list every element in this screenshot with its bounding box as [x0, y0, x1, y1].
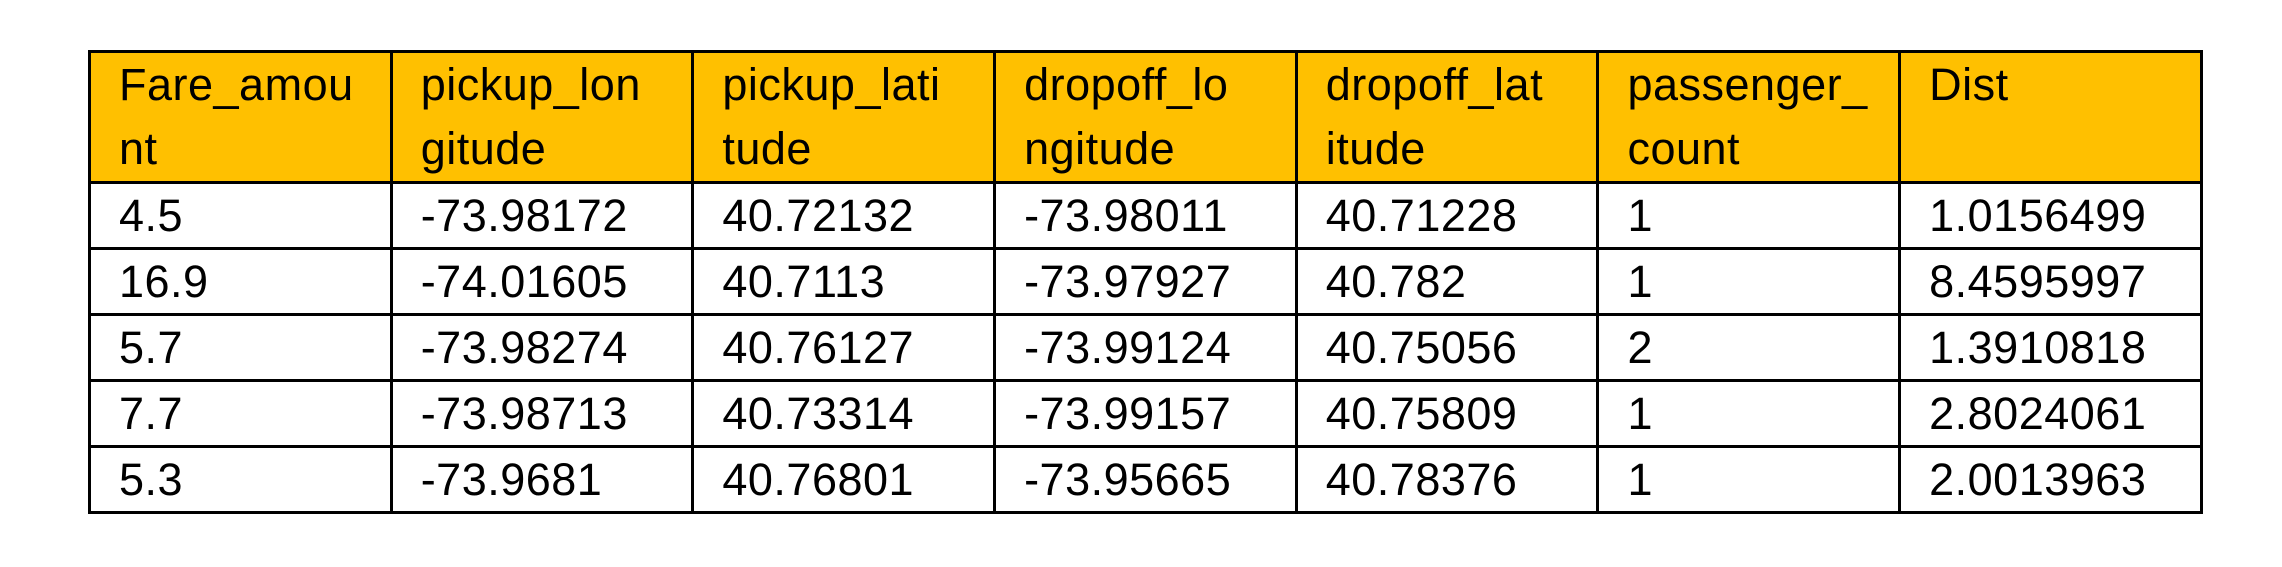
- table-row: 5.3 -73.9681 40.76801 -73.95665 40.78376…: [88, 445, 2203, 514]
- table-cell: 40.7113: [691, 247, 997, 316]
- table-cell: -73.98172: [389, 181, 695, 250]
- table-cell: 40.75809: [1294, 379, 1600, 448]
- table-cell: -73.97927: [993, 247, 1298, 316]
- header-cell-dist: Dist: [1898, 50, 2203, 184]
- table-cell: 1: [1596, 379, 1902, 448]
- table-cell: 7.7: [88, 379, 393, 448]
- table-cell: 40.75056: [1294, 313, 1600, 382]
- table-cell: -74.01605: [389, 247, 695, 316]
- table-cell: 5.7: [88, 313, 393, 382]
- table-cell: 40.76801: [691, 445, 997, 514]
- header-line: itude: [1325, 123, 1426, 174]
- header-line: ngitude: [1024, 123, 1176, 174]
- table-cell: 1: [1596, 181, 1902, 250]
- header-line: [1929, 117, 2198, 180]
- header-line: tude: [722, 123, 812, 174]
- header-line: pickup_lati: [722, 59, 941, 110]
- header-line: Dist: [1929, 59, 2009, 110]
- header-line: pickup_lon: [420, 59, 641, 110]
- table-row: 7.7 -73.98713 40.73314 -73.99157 40.7580…: [88, 379, 2203, 448]
- table-cell: 1.3910818: [1898, 313, 2203, 382]
- table-header: Fare_amou nt pickup_lon gitude pickup_la…: [88, 50, 2203, 184]
- table-cell: 2: [1596, 313, 1902, 382]
- table-row: 5.7 -73.98274 40.76127 -73.99124 40.7505…: [88, 313, 2203, 382]
- table-body: 4.5 -73.98172 40.72132 -73.98011 40.7122…: [88, 181, 2203, 514]
- header-row: Fare_amou nt pickup_lon gitude pickup_la…: [88, 50, 2203, 184]
- table-cell: -73.95665: [993, 445, 1298, 514]
- table-cell: 40.782: [1294, 247, 1600, 316]
- table-cell: -73.98713: [389, 379, 695, 448]
- data-table-container: Fare_amou nt pickup_lon gitude pickup_la…: [88, 50, 2203, 514]
- table-cell: 1: [1596, 247, 1902, 316]
- table-cell: 5.3: [88, 445, 393, 514]
- header-cell-passenger-count: passenger_ count: [1596, 50, 1902, 184]
- table-cell: -73.99157: [993, 379, 1298, 448]
- header-cell-fare-amount: Fare_amou nt: [88, 50, 393, 184]
- header-cell-dropoff-longitude: dropoff_lo ngitude: [993, 50, 1298, 184]
- table-cell: -73.98274: [389, 313, 695, 382]
- header-cell-pickup-longitude: pickup_lon gitude: [389, 50, 695, 184]
- header-line: gitude: [420, 123, 547, 174]
- table-cell: -73.98011: [993, 181, 1298, 250]
- table-cell: 40.71228: [1294, 181, 1600, 250]
- table-cell: 2.8024061: [1898, 379, 2203, 448]
- header-line: dropoff_lo: [1024, 59, 1229, 110]
- header-line: Fare_amou: [119, 59, 354, 110]
- table-cell: 40.78376: [1294, 445, 1600, 514]
- table-row: 16.9 -74.01605 40.7113 -73.97927 40.782 …: [88, 247, 2203, 316]
- header-line: passenger_: [1627, 59, 1868, 110]
- header-line: count: [1627, 123, 1741, 174]
- header-cell-dropoff-latitude: dropoff_lat itude: [1294, 50, 1600, 184]
- table-cell: 4.5: [88, 181, 393, 250]
- table-cell: 40.72132: [691, 181, 997, 250]
- header-line: dropoff_lat: [1325, 59, 1544, 110]
- table-cell: 40.73314: [691, 379, 997, 448]
- table-cell: 1: [1596, 445, 1902, 514]
- table-cell: -73.99124: [993, 313, 1298, 382]
- table-row: 4.5 -73.98172 40.72132 -73.98011 40.7122…: [88, 181, 2203, 250]
- table-cell: 2.0013963: [1898, 445, 2203, 514]
- table-cell: 40.76127: [691, 313, 997, 382]
- table-cell: 8.4595997: [1898, 247, 2203, 316]
- table-cell: -73.9681: [389, 445, 695, 514]
- header-line: nt: [119, 123, 158, 174]
- fare-data-table: Fare_amou nt pickup_lon gitude pickup_la…: [88, 50, 2203, 514]
- table-cell: 1.0156499: [1898, 181, 2203, 250]
- table-cell: 16.9: [88, 247, 393, 316]
- header-cell-pickup-latitude: pickup_lati tude: [691, 50, 997, 184]
